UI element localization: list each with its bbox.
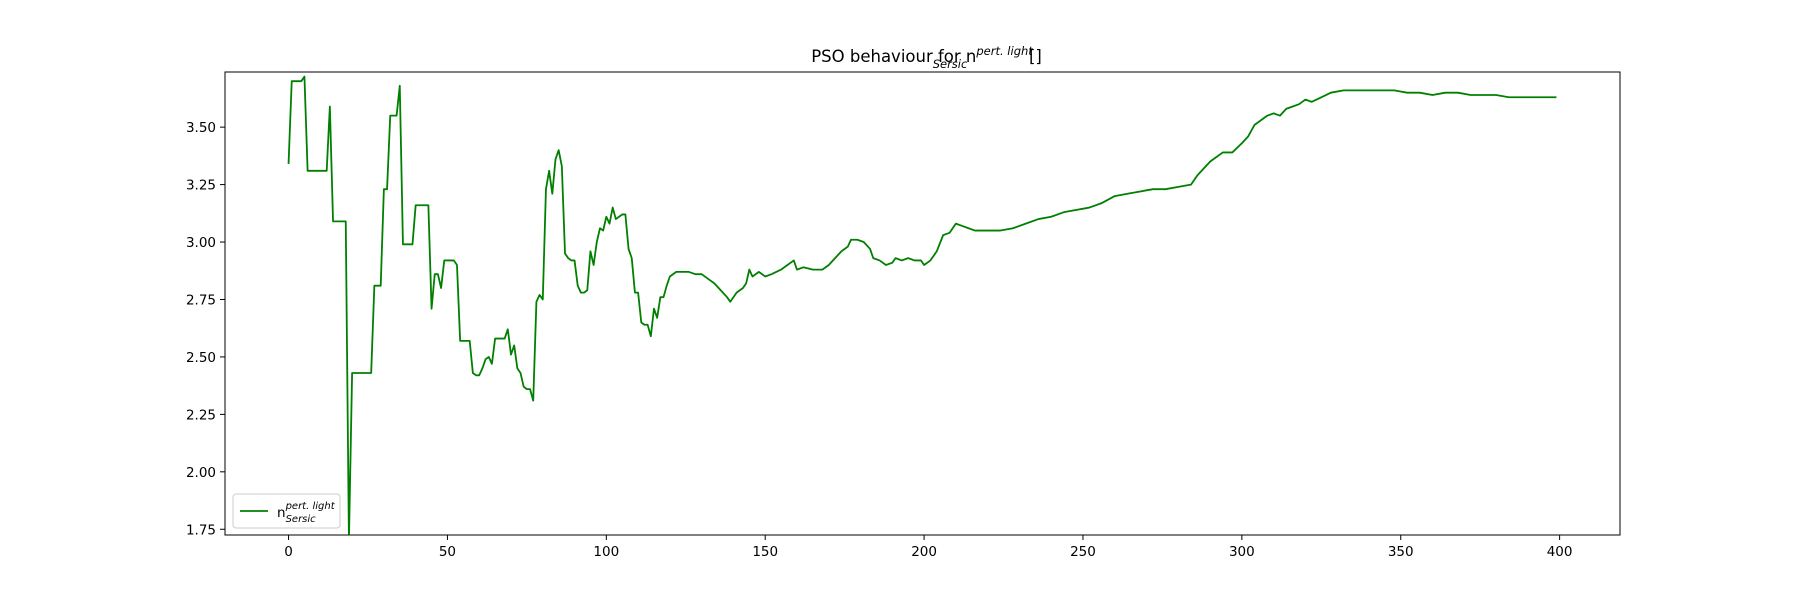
chart-title: PSO behaviour for npert. light Sersic []	[811, 44, 1042, 71]
x-tick-label: 100	[593, 544, 619, 560]
y-axis: 1.75 2.00 2.25 2.50 2.75 3.00 3.25 3.50	[186, 120, 225, 538]
y-tick-label: 2.00	[186, 465, 216, 481]
legend-box	[232, 493, 341, 529]
x-tick-label: 0	[284, 544, 293, 560]
x-tick-label: 300	[1229, 544, 1255, 560]
x-tick-label: 200	[911, 544, 937, 560]
plot-area-frame	[224, 71, 1621, 536]
y-tick-label: 3.25	[186, 178, 216, 194]
y-tick-label: 2.75	[186, 292, 216, 308]
x-axis: 0 50 100 150 200 250 300 350 400	[284, 535, 1573, 560]
y-tick-label: 3.50	[186, 120, 216, 136]
legend-label-sup: pert. light	[285, 501, 336, 512]
series-line	[287, 75, 1557, 535]
x-tick-label: 350	[1388, 544, 1414, 560]
legend-label-sub: Sersic	[286, 514, 317, 525]
y-tick-label: 2.25	[186, 407, 216, 423]
y-tick-label: 3.00	[186, 235, 216, 251]
x-tick-label: 400	[1547, 544, 1573, 560]
legend-label-base: n	[277, 505, 286, 521]
x-tick-label: 250	[1070, 544, 1096, 560]
legend: npert. light Sersic	[232, 493, 341, 529]
y-tick-label: 1.75	[186, 522, 216, 538]
chart-title-tail: []	[1024, 47, 1042, 66]
legend-label: npert. light Sersic	[277, 501, 336, 525]
chart-title-sub: Sersic	[933, 57, 968, 71]
x-tick-label: 150	[752, 544, 778, 560]
y-tick-label: 2.50	[186, 350, 216, 366]
chart-title-base: PSO behaviour for n	[811, 47, 976, 66]
x-tick-label: 50	[439, 544, 456, 560]
chart-title-sup: pert. light	[975, 44, 1033, 58]
